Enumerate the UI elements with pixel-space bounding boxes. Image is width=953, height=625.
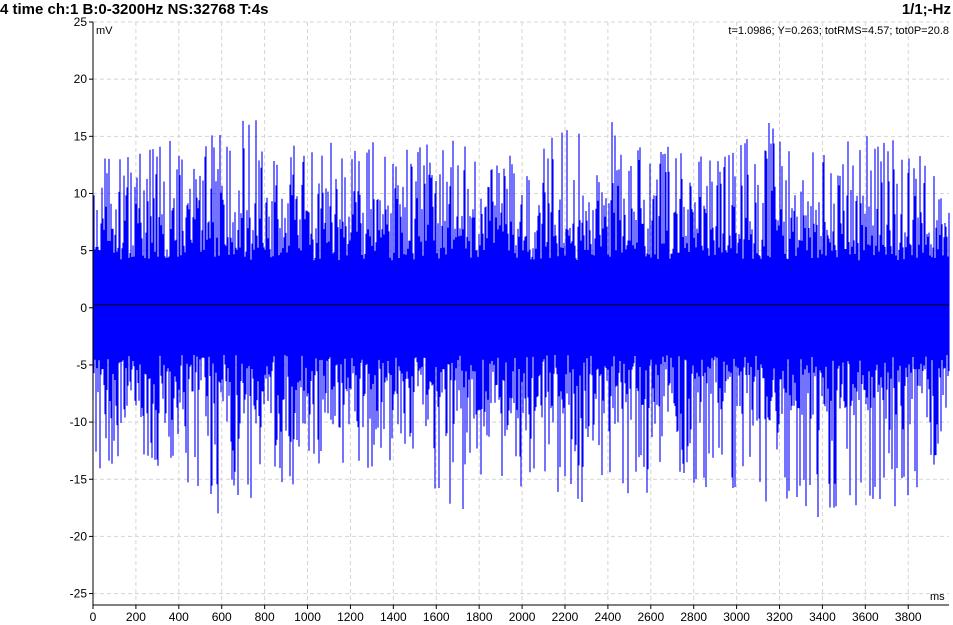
x-tick-label: 1600: [423, 610, 450, 624]
y-tick-label: -20: [70, 529, 88, 543]
chart-title: 4 time ch:1 B:0-3200Hz NS:32768 T:4s: [0, 1, 269, 18]
x-tick-label: 3800: [895, 610, 922, 624]
y-tick-label: 0: [80, 301, 87, 315]
x-tick-label: 1000: [294, 610, 321, 624]
y-tick-label: -5: [76, 358, 87, 372]
x-tick-label: 400: [169, 610, 189, 624]
y-tick-label: 20: [74, 72, 88, 86]
x-tick-label: 1400: [380, 610, 407, 624]
x-tick-label: 0: [90, 610, 97, 624]
page-indicator: 1/1;-Hz: [901, 1, 951, 18]
x-tick-label: 600: [212, 610, 232, 624]
x-tick-labels: 0 200 400 600 800 1000 1200 1400 1600 1800 2000 220…: [90, 610, 922, 624]
x-tick-label: 2800: [680, 610, 707, 624]
grid-lines: [92, 21, 949, 605]
y-tick-label: -15: [70, 472, 88, 486]
x-tick-label: 1200: [337, 610, 364, 624]
y-tick-label: -25: [70, 587, 88, 601]
x-tick-label: 3400: [809, 610, 836, 624]
x-tick-label: 2600: [637, 610, 664, 624]
x-tick-label: 2200: [552, 610, 579, 624]
y-axis-unit-label: mV: [96, 25, 113, 37]
x-tick-label: 800: [255, 610, 275, 624]
x-axis-unit-label: ms: [930, 591, 945, 603]
x-tick-label: 3600: [852, 610, 879, 624]
y-tick-label: 15: [74, 129, 88, 143]
axes: [89, 21, 949, 609]
x-tick-label: 200: [126, 610, 146, 624]
x-tick-label: 3000: [723, 610, 750, 624]
y-tick-labels: 25 20 15 10 5 0 -5 -10 -15 -20 -25: [70, 15, 88, 601]
y-tick-label: 10: [74, 186, 88, 200]
cursor-readout: t=1.0986; Y=0.263; totRMS=4.57; tot0P=20…: [728, 25, 949, 37]
x-tick-label: 3200: [766, 610, 793, 624]
y-tick-label: 5: [80, 244, 87, 258]
x-tick-label: 1800: [466, 610, 493, 624]
y-tick-label: -10: [70, 415, 88, 429]
x-tick-label: 2400: [595, 610, 622, 624]
x-tick-label: 2000: [509, 610, 536, 624]
y-tick-label: 25: [74, 15, 88, 29]
